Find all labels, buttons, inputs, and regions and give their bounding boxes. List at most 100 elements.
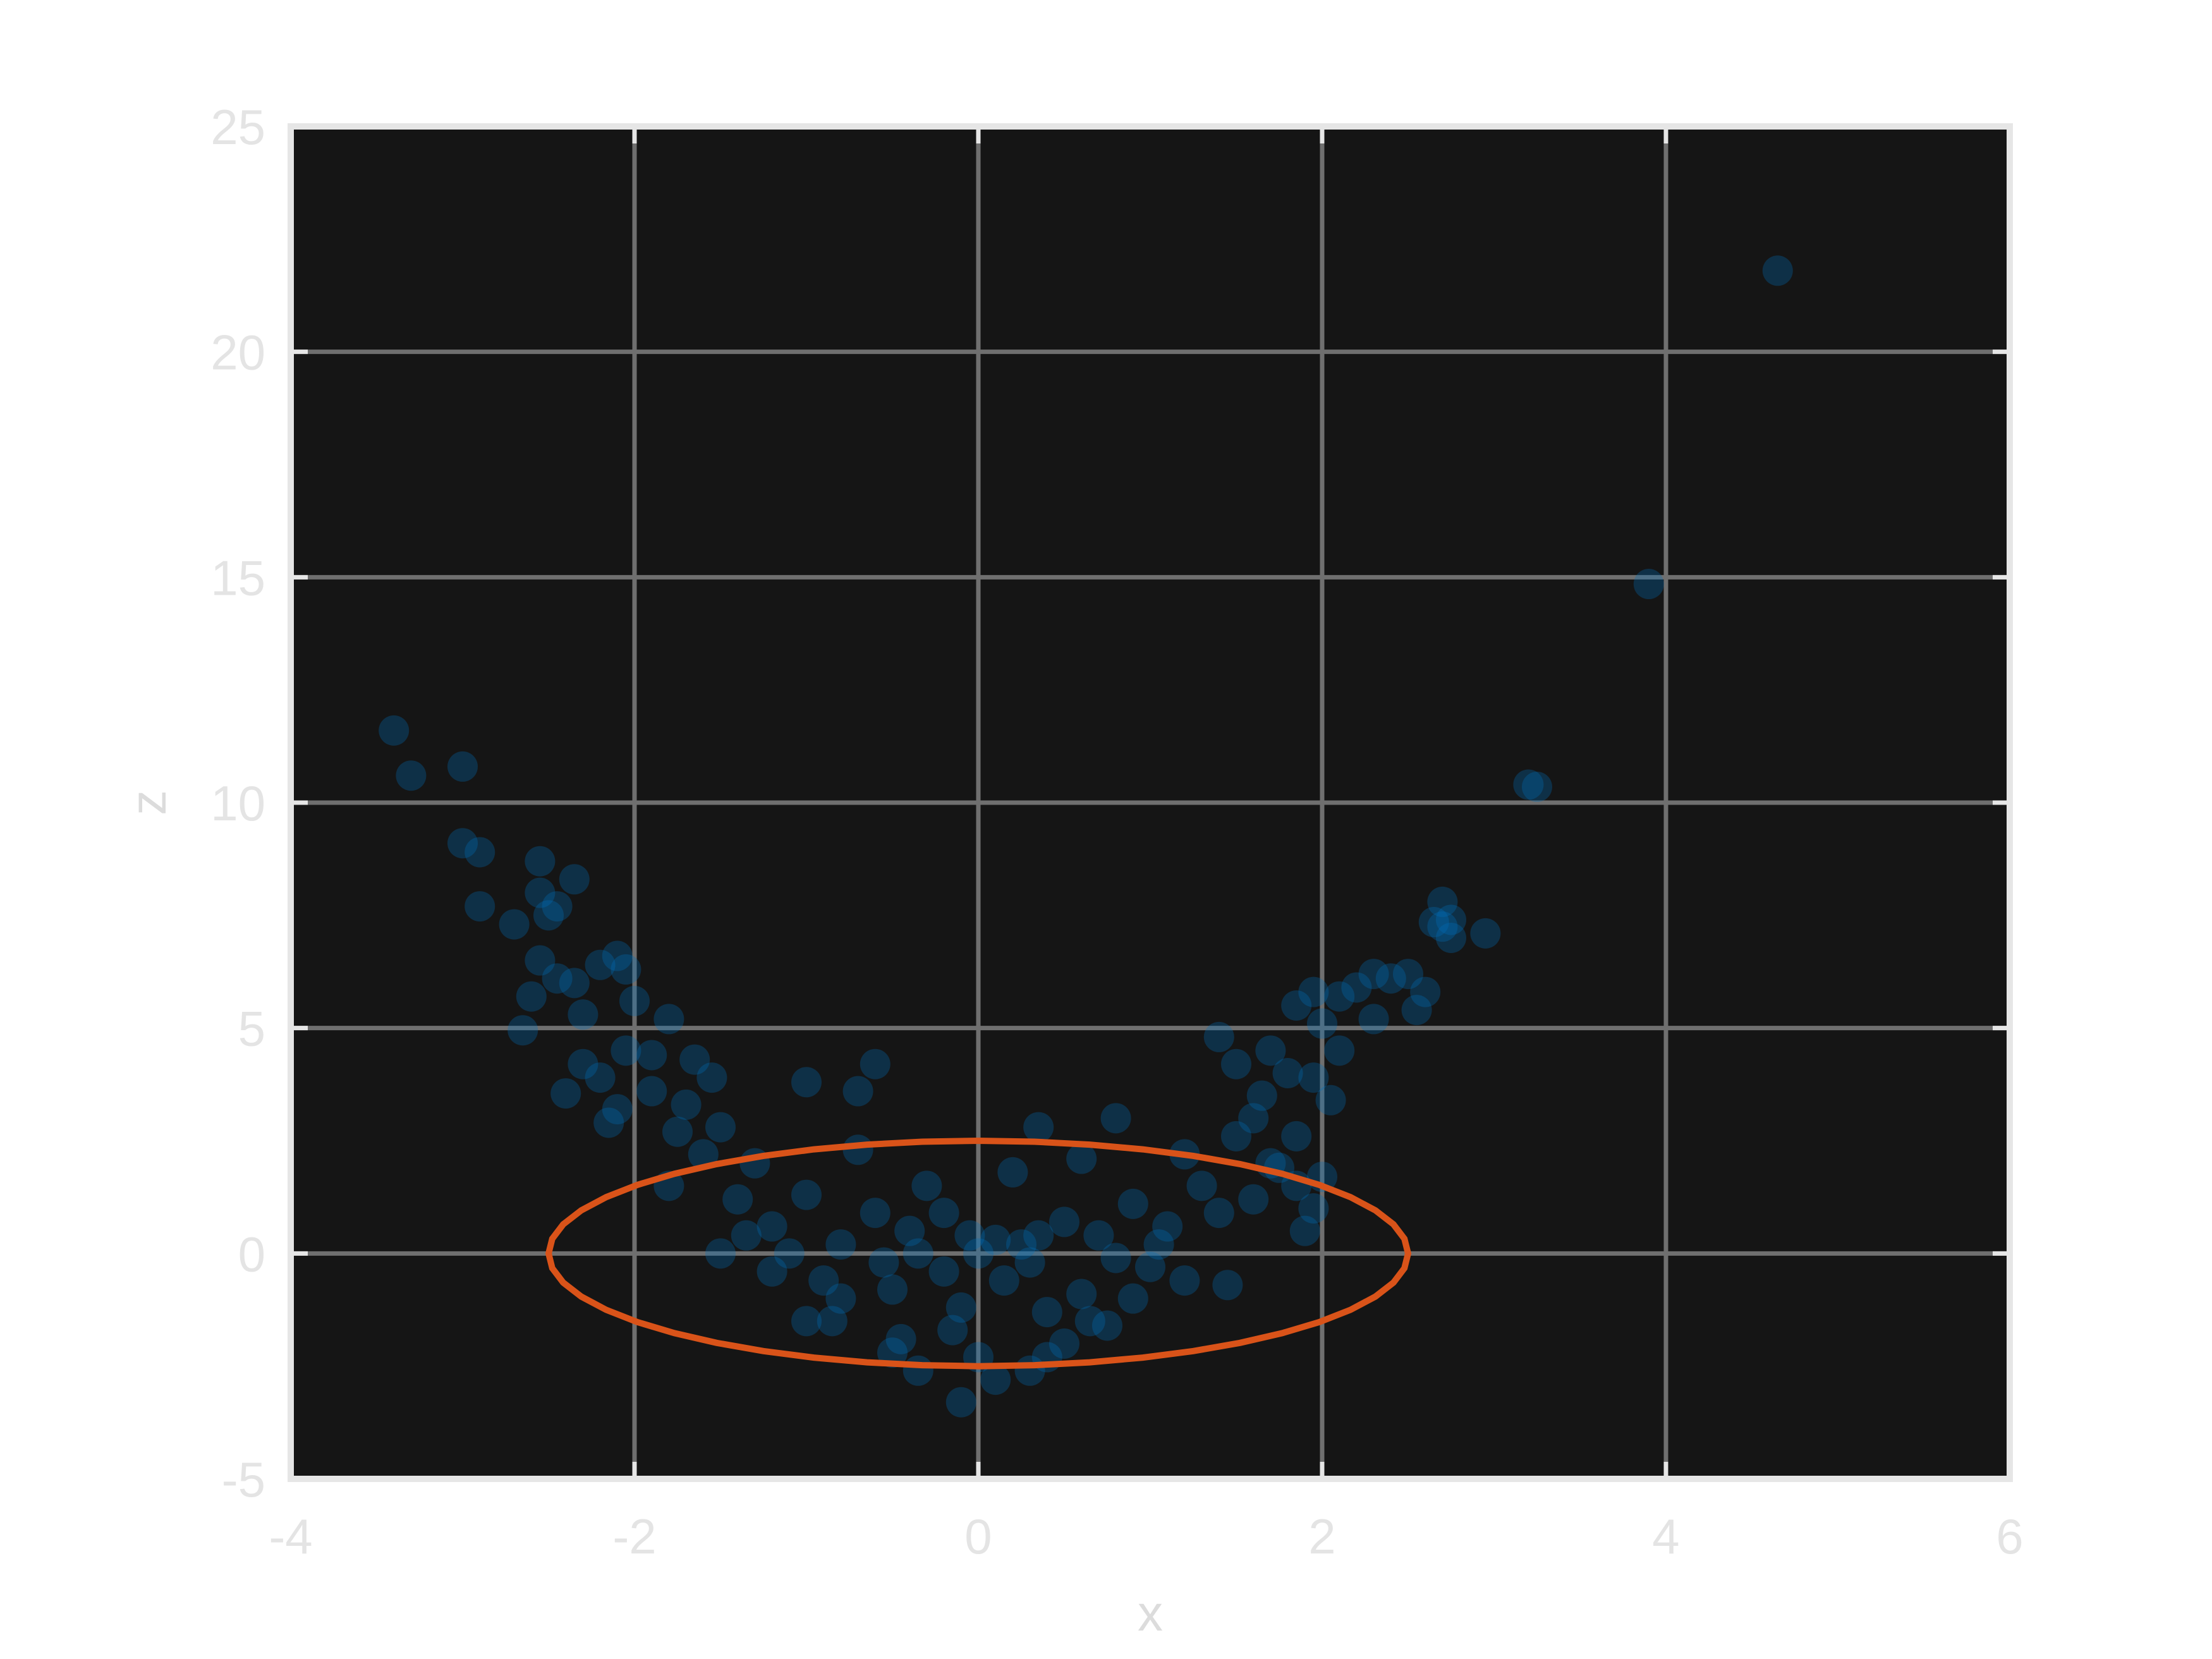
scatter-point (963, 1238, 994, 1269)
scatter-point (1023, 1220, 1054, 1251)
scatter-point (602, 940, 633, 971)
scatter-point (945, 1292, 976, 1323)
x-tick-label: 4 (1652, 1509, 1679, 1564)
scatter-point (1272, 1058, 1303, 1088)
scatter-point (1152, 1211, 1183, 1242)
scatter-point (1049, 1206, 1079, 1237)
scatter-point (825, 1229, 856, 1260)
scatter-point (568, 999, 599, 1030)
scatter-point (507, 1015, 538, 1046)
scatter-point (1427, 886, 1458, 917)
y-tick-label: 5 (238, 1001, 265, 1057)
scatter-point (1358, 959, 1389, 990)
scatter-point (774, 1238, 805, 1269)
scatter-point (1427, 911, 1458, 942)
scatter-point (653, 1004, 684, 1035)
scatter-point (1203, 1021, 1234, 1052)
scatter-point (894, 1215, 925, 1246)
scatter-point (1117, 1188, 1148, 1219)
scatter-point (860, 1048, 890, 1079)
scatter-point (1083, 1220, 1114, 1251)
scatter-point (542, 963, 573, 994)
scatter-point (928, 1198, 959, 1229)
scatter-point (1393, 959, 1423, 990)
y-tick-label: 15 (210, 550, 265, 605)
scatter-point (877, 1274, 908, 1305)
scatter-point (1307, 1008, 1337, 1039)
y-tick-label: 10 (210, 775, 265, 831)
y-tick-label: 20 (210, 325, 265, 380)
scatter-point (662, 1116, 693, 1147)
scatter-point (757, 1256, 787, 1287)
scatter-point (465, 891, 495, 922)
scatter-point (705, 1112, 736, 1143)
x-axis-label: x (1138, 1585, 1163, 1641)
scatter-point (997, 1157, 1028, 1188)
scatter-point (1006, 1229, 1036, 1260)
scatter-point (636, 1040, 667, 1071)
scatter-point (447, 828, 478, 859)
scatter-point (550, 1078, 581, 1109)
scatter-point (1289, 1215, 1320, 1246)
scatter-point (945, 1387, 976, 1418)
scatter-point (1066, 1279, 1097, 1310)
scatter-point (937, 1315, 968, 1346)
scatter-point (1470, 918, 1501, 949)
scatter-point (1375, 963, 1406, 994)
scatter-point (396, 760, 427, 791)
scatter-point (1298, 976, 1329, 1007)
x-tick-label: 0 (964, 1509, 992, 1564)
scatter-point (1633, 569, 1664, 600)
scatter-point (1238, 1184, 1269, 1215)
scatter-point (636, 1076, 667, 1107)
scatter-point (980, 1224, 1011, 1255)
scatter-point (611, 954, 641, 985)
scatter-point (868, 1247, 899, 1278)
scatter-point (447, 751, 478, 782)
x-tick-label: -4 (269, 1509, 312, 1564)
scatter-point (1410, 976, 1441, 1007)
scatter-point (1203, 1198, 1234, 1229)
scatter-point (1522, 772, 1552, 803)
scatter-point (525, 846, 556, 877)
scatter-point (911, 1170, 942, 1201)
scatter-point (825, 1283, 856, 1314)
x-tick-label: 2 (1308, 1509, 1335, 1564)
x-tick-label: 6 (1996, 1509, 2023, 1564)
scatter-point (705, 1238, 736, 1269)
scatter-point (860, 1198, 890, 1229)
scatter-point (791, 1179, 822, 1210)
scatter-point (1169, 1265, 1200, 1296)
scatter-point (817, 1306, 848, 1337)
scatter-point (1246, 1080, 1277, 1111)
scatter-point (722, 1184, 753, 1215)
scatter-point (1436, 904, 1466, 935)
scatter-point (757, 1211, 787, 1242)
scatter-point (1221, 1121, 1251, 1152)
scatter-point (1031, 1297, 1062, 1328)
scatter-point (842, 1076, 873, 1107)
scatter-point (611, 1035, 641, 1066)
scatter-point (1100, 1243, 1131, 1273)
scatter-point (1092, 1310, 1122, 1341)
scatter-point (379, 715, 410, 746)
y-tick-label: -5 (222, 1452, 265, 1507)
scatter-point (808, 1265, 839, 1296)
scatter-point (1401, 995, 1432, 1026)
scatter-point (1418, 907, 1449, 938)
axis-ticks (288, 124, 2012, 1481)
scatter-point (928, 1256, 959, 1287)
scatter-point (542, 891, 573, 922)
scatter-point (1315, 1085, 1346, 1115)
scatter-point (1014, 1247, 1045, 1278)
scatter-point (842, 1134, 873, 1165)
scatter-point (885, 1323, 916, 1354)
scatter-point (1049, 1328, 1079, 1359)
scatter-point (1762, 255, 1793, 286)
x-tick-label: -2 (612, 1509, 656, 1564)
scatter-point (1117, 1283, 1148, 1314)
scatter-point (1221, 1048, 1251, 1079)
scatter-point (559, 968, 590, 999)
scatter-point (593, 1107, 624, 1138)
